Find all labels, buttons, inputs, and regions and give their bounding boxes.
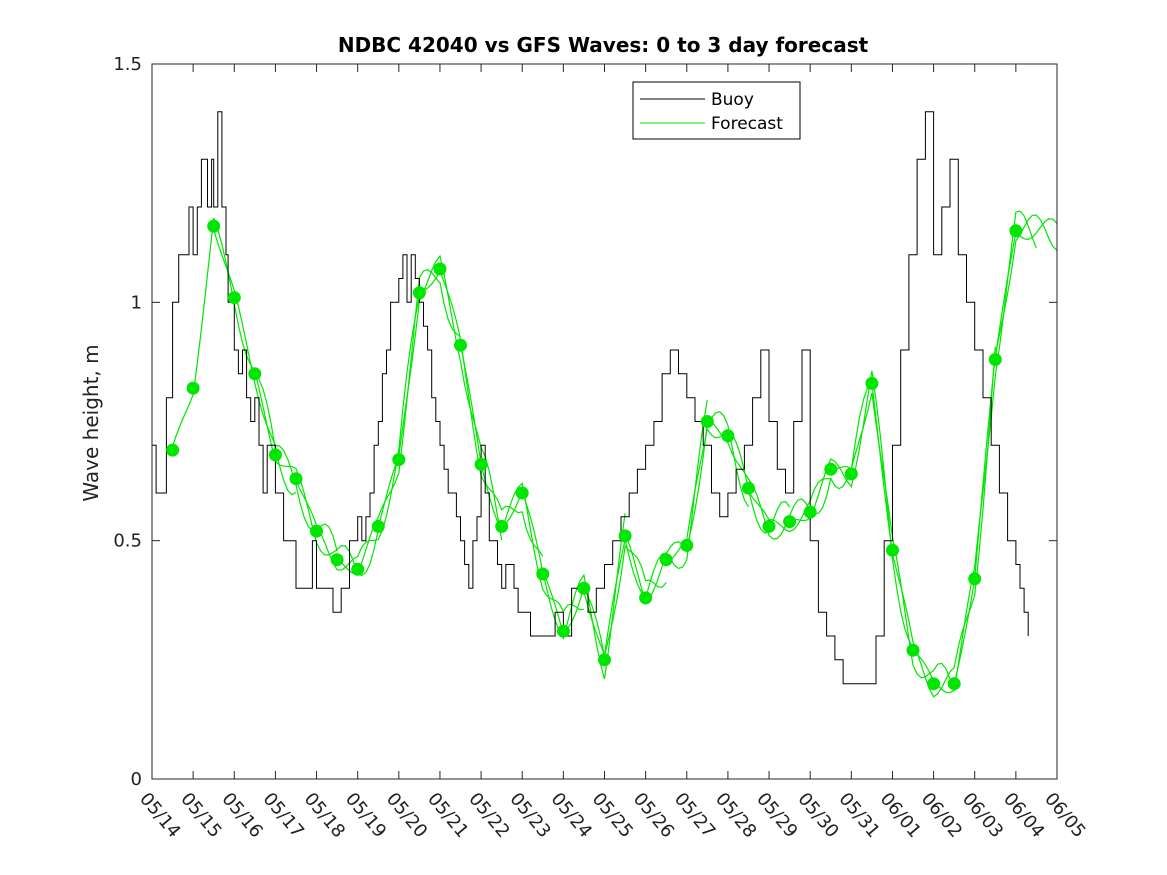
forecast-point	[412, 286, 426, 300]
forecast-point	[618, 529, 632, 543]
x-tick-label: 05/14	[135, 789, 184, 842]
forecast-point	[186, 381, 200, 395]
x-tick-label: 05/27	[670, 789, 719, 842]
x-tick-label: 05/24	[547, 789, 596, 842]
legend-box	[632, 81, 801, 140]
x-tick-label: 05/21	[423, 789, 472, 842]
forecast-trace	[994, 218, 1057, 358]
plot-area	[152, 111, 1057, 698]
forecast-point	[968, 572, 982, 586]
x-tick-label: 06/04	[999, 789, 1048, 842]
forecast-point	[577, 581, 591, 595]
y-axis-label: Wave height, m	[79, 344, 103, 501]
y-tick-label: 1	[131, 292, 142, 313]
forecast-point	[906, 643, 920, 657]
forecast-point	[330, 553, 344, 567]
forecast-trace	[459, 343, 584, 613]
forecast-point	[515, 486, 529, 500]
forecast-trace	[953, 214, 1057, 686]
forecast-point	[700, 415, 714, 428]
forecast-point	[289, 472, 303, 486]
forecast-point	[803, 505, 817, 519]
x-tick-label: 05/23	[505, 789, 554, 842]
forecast-point	[844, 467, 858, 481]
buoy-series-line	[152, 111, 1029, 685]
x-tick-label: 05/20	[382, 789, 431, 842]
x-tick-label: 06/05	[1040, 789, 1089, 842]
forecast-trace	[830, 392, 955, 692]
x-tick-label: 06/03	[958, 789, 1007, 842]
forecast-point	[310, 524, 323, 538]
x-tick-label: 05/17	[259, 789, 308, 842]
forecast-trace	[336, 268, 461, 575]
forecast-point	[495, 519, 509, 533]
forecast-point	[865, 376, 879, 390]
forecast-point	[680, 538, 694, 552]
forecast-point	[742, 481, 755, 495]
forecast-trace	[912, 210, 1037, 694]
forecast-point	[248, 367, 262, 381]
forecast-point	[454, 338, 467, 352]
forecast-point	[783, 515, 797, 529]
y-tick-label: 1.5	[113, 54, 142, 75]
x-tick-label: 05/19	[341, 789, 390, 842]
axes: 05/1405/1505/1605/1705/1805/1905/2005/21…	[113, 54, 1089, 842]
forecast-point	[886, 543, 899, 557]
x-tick-label: 05/15	[176, 789, 225, 842]
forecast-point	[639, 591, 653, 605]
x-tick-label: 05/28	[711, 789, 760, 842]
legend-forecast-label: Forecast	[711, 114, 783, 134]
forecast-point	[1009, 224, 1023, 238]
forecast-point	[392, 453, 406, 467]
forecast-point	[351, 562, 365, 576]
forecast-point	[227, 291, 241, 305]
forecast-point	[556, 624, 570, 638]
forecast-point	[474, 457, 488, 471]
x-tick-label: 06/01	[876, 789, 925, 842]
forecast-point	[536, 567, 550, 581]
x-tick-label: 05/30	[793, 789, 842, 842]
x-tick-label: 05/18	[300, 789, 349, 842]
x-tick-label: 05/31	[834, 789, 883, 842]
forecast-point	[207, 219, 221, 233]
forecast-point	[927, 677, 941, 691]
forecast-point	[947, 677, 961, 691]
forecast-point	[824, 462, 838, 476]
x-tick-label: 05/22	[464, 789, 513, 842]
forecast-point	[762, 519, 776, 533]
y-tick-label: 0	[131, 769, 142, 790]
forecast-point	[371, 519, 385, 533]
axes-box	[151, 63, 1058, 780]
forecast-point	[433, 262, 447, 276]
forecast-trace	[377, 254, 503, 541]
x-tick-label: 05/26	[629, 789, 678, 842]
legend: Buoy Forecast	[632, 81, 801, 140]
y-tick-label: 0.5	[113, 531, 142, 552]
forecast-point	[598, 653, 611, 667]
x-tick-label: 06/02	[917, 789, 966, 842]
forecast-point	[988, 353, 1002, 366]
x-tick-label: 05/29	[752, 789, 801, 842]
forecast-point	[721, 429, 735, 443]
forecast-point	[659, 553, 673, 567]
forecast-trace	[501, 489, 626, 680]
legend-buoy-label: Buoy	[711, 90, 754, 110]
forecast-point	[268, 448, 282, 462]
x-tick-label: 05/16	[217, 789, 266, 842]
forecast-trace	[213, 229, 338, 552]
x-tick-label: 05/25	[588, 789, 637, 842]
chart-title: NDBC 42040 vs GFS Waves: 0 to 3 day fore…	[338, 33, 869, 57]
forecast-point	[166, 443, 180, 457]
